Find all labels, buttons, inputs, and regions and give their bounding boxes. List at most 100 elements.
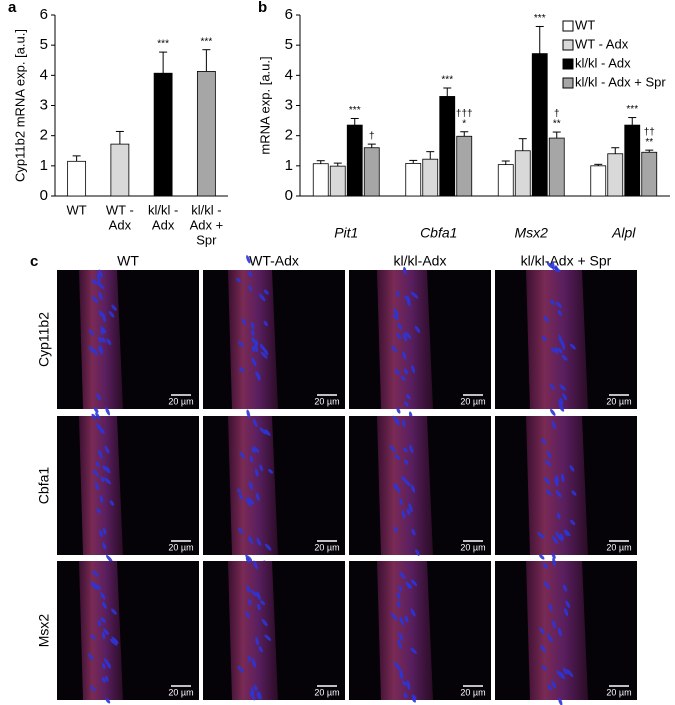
nucleus — [96, 584, 101, 591]
nucleus — [247, 271, 253, 277]
x-tick-label: WT - — [106, 202, 134, 217]
nucleus — [404, 331, 412, 339]
nucleus — [410, 291, 419, 299]
micrograph: 20 µm — [349, 266, 491, 419]
nucleus — [241, 318, 247, 325]
x-tick-label: Adx — [152, 217, 175, 232]
bar — [312, 163, 329, 197]
nucleus — [96, 508, 101, 514]
x-tick-label: Alpl — [611, 225, 636, 241]
y-tick-label: 3 — [285, 96, 293, 113]
nucleus — [245, 611, 250, 618]
panel-label: a — [8, 0, 17, 16]
nucleus — [551, 552, 556, 559]
x-tick-label: Adx + — [190, 217, 224, 232]
row-label: Cyp11b2 — [36, 312, 52, 367]
nucleus — [247, 655, 252, 662]
nucleus — [393, 307, 399, 317]
nucleus — [100, 326, 107, 334]
nucleus — [551, 420, 556, 429]
nucleus — [398, 632, 404, 641]
micrograph: 20 µm — [349, 407, 491, 571]
tissue-band — [228, 416, 278, 555]
nucleus — [390, 612, 398, 621]
bar — [153, 72, 173, 197]
nucleus — [402, 351, 407, 360]
nucleus — [99, 310, 103, 317]
legend-label: WT - Adx — [575, 36, 629, 51]
nucleus — [262, 346, 269, 355]
nucleus — [552, 620, 556, 629]
y-tick-label: 5 — [285, 36, 293, 53]
bar — [67, 160, 87, 197]
nucleus — [246, 255, 251, 264]
nucleus — [410, 484, 416, 493]
nucleus — [98, 336, 102, 344]
nucleus — [104, 675, 109, 682]
nucleus — [249, 455, 254, 463]
scale-bar-label: 20 µm — [606, 396, 631, 406]
bar — [624, 124, 641, 197]
nucleus — [251, 336, 255, 344]
nucleus — [111, 636, 119, 644]
nucleus — [554, 266, 561, 273]
nucleus — [403, 266, 407, 275]
x-tick-label: WT — [67, 202, 87, 217]
nucleus — [96, 393, 102, 401]
nucleus — [564, 529, 571, 537]
y-axis-label: Cyp11b2 mRNA exp. [a.u.] — [12, 29, 27, 182]
nucleus — [101, 677, 106, 683]
micrograph: 20 µm — [203, 554, 345, 701]
nucleus — [109, 638, 118, 646]
nucleus — [394, 368, 400, 376]
nucleus — [91, 296, 99, 303]
nucleus — [398, 668, 404, 678]
x-tick-label: kl/kl - — [191, 202, 221, 217]
nucleus — [252, 418, 258, 427]
nucleus — [565, 600, 571, 608]
nucleus — [93, 407, 99, 413]
nucleus — [248, 481, 254, 490]
y-tick-label: 3 — [40, 96, 48, 113]
nucleus — [554, 347, 559, 355]
bar — [110, 143, 130, 197]
nucleus — [561, 341, 566, 350]
nucleus — [248, 285, 253, 291]
nucleus — [257, 603, 261, 611]
panel-label: b — [258, 0, 267, 16]
y-tick-label: 1 — [285, 157, 293, 174]
nucleus — [559, 405, 565, 412]
nucleus — [406, 295, 410, 304]
nucleus — [246, 409, 251, 419]
panel-label: c — [30, 253, 38, 270]
micrograph-background — [57, 561, 199, 700]
nucleus — [250, 330, 255, 336]
nucleus — [400, 375, 406, 381]
nucleus — [95, 461, 100, 467]
nucleus — [236, 488, 242, 494]
nucleus — [253, 684, 258, 692]
row-label: Cbfa1 — [36, 467, 52, 505]
nucleus — [99, 529, 103, 538]
nucleus — [407, 583, 413, 589]
nucleus — [105, 407, 111, 416]
x-tick-label: Adx — [109, 217, 132, 232]
micrograph: 20 µm — [349, 561, 491, 703]
y-tick-label: 0 — [285, 187, 293, 204]
nucleus — [411, 365, 416, 374]
scale-bar-label: 20 µm — [314, 542, 339, 552]
nucleus — [105, 698, 111, 704]
scale-bar-label: 20 µm — [168, 687, 193, 697]
significance: ** — [645, 137, 653, 148]
nucleus — [102, 465, 107, 471]
nucleus — [106, 338, 112, 346]
nucleus — [547, 684, 553, 691]
tissue-band — [377, 561, 433, 700]
nucleus — [549, 299, 556, 306]
nucleus — [404, 459, 409, 465]
nucleus — [414, 325, 421, 333]
nucleus — [101, 632, 106, 640]
scale-bar-label: 20 µm — [460, 542, 485, 552]
significance: †† — [644, 127, 655, 138]
